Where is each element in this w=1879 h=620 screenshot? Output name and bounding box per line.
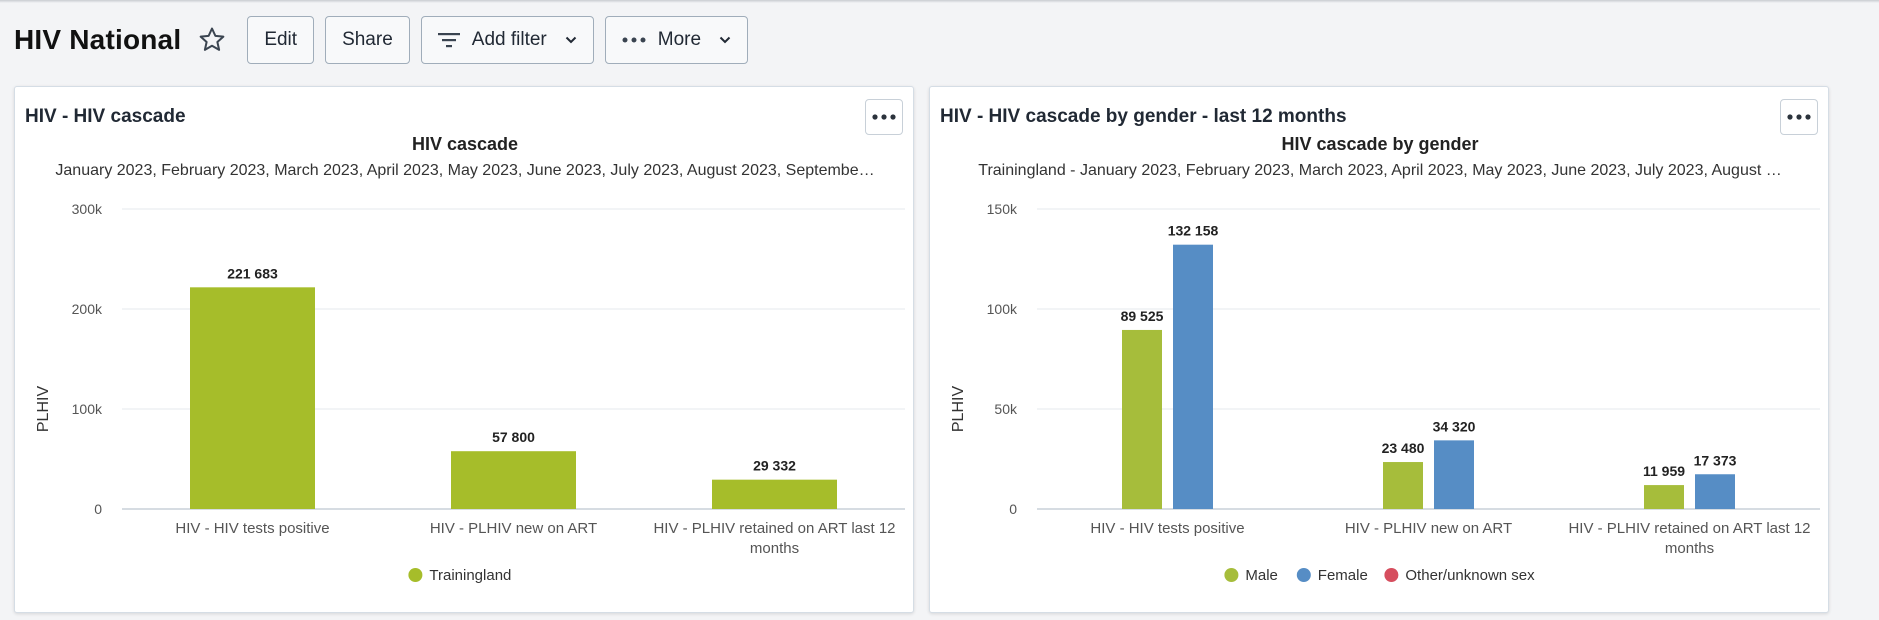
- y-tick-label: 0: [94, 501, 102, 517]
- more-dots-icon: [1787, 114, 1811, 120]
- bar: [1434, 440, 1474, 509]
- star-icon: [199, 27, 225, 51]
- legend-entry: Female: [1318, 567, 1368, 584]
- star-button[interactable]: [195, 23, 229, 57]
- y-axis-label: PLHIV: [950, 386, 967, 433]
- y-tick-label: 100k: [72, 401, 103, 417]
- data-label: 23 480: [1382, 440, 1425, 456]
- more-label: More: [657, 29, 702, 50]
- data-label: 132 158: [1168, 223, 1219, 239]
- chevron-down-icon: [719, 36, 731, 44]
- dashboard-header: HIV National Edit Share Add filter More: [14, 16, 759, 64]
- chart-hiv-cascade-by-gender: HIV cascade by gender Trainingland - Janu…: [950, 137, 1820, 584]
- y-tick-label: 50k: [994, 401, 1018, 417]
- x-tick-label: HIV - PLHIV retained on ART last 12: [653, 520, 895, 537]
- y-tick-label: 100k: [987, 301, 1018, 317]
- data-label: 89 525: [1121, 308, 1164, 324]
- bar: [190, 287, 315, 509]
- more-dots-icon: [622, 37, 646, 43]
- bar: [1173, 244, 1213, 509]
- chevron-down-icon: [565, 36, 577, 44]
- legend-marker: [1224, 568, 1239, 582]
- legend-marker: [1296, 568, 1311, 582]
- data-label: 221 683: [227, 265, 278, 281]
- x-tick-label: HIV - HIV tests positive: [175, 520, 329, 537]
- legend-entry: Trainingland: [429, 567, 511, 584]
- share-label: Share: [342, 29, 393, 50]
- filter-icon: [437, 32, 460, 48]
- y-tick-label: 300k: [72, 201, 103, 217]
- edit-button[interactable]: Edit: [247, 16, 315, 64]
- bar: [1695, 474, 1735, 509]
- bar: [1383, 462, 1423, 509]
- data-label: 17 373: [1694, 452, 1737, 468]
- y-tick-label: 150k: [987, 201, 1018, 217]
- card-menu-button[interactable]: [865, 99, 903, 135]
- dashboard-title: HIV National: [14, 24, 182, 55]
- card-title: HIV - HIV cascade by gender - last 12 mo…: [940, 106, 1347, 127]
- chart-title: HIV cascade by gender: [1281, 137, 1478, 154]
- data-label: 11 959: [1643, 463, 1685, 479]
- share-button[interactable]: Share: [325, 16, 410, 64]
- legend-marker: [1384, 568, 1399, 582]
- data-label: 34 320: [1433, 418, 1476, 434]
- legend-entry: Male: [1245, 567, 1278, 584]
- y-axis-label: PLHIV: [35, 386, 52, 433]
- edit-label: Edit: [264, 29, 298, 50]
- more-button[interactable]: More: [604, 16, 749, 64]
- x-tick-label: HIV - HIV tests positive: [1090, 520, 1244, 537]
- bar: [1644, 485, 1684, 509]
- bar: [712, 479, 837, 509]
- card-menu-button[interactable]: [1780, 99, 1818, 135]
- bar: [451, 451, 576, 509]
- add-filter-label: Add filter: [471, 29, 547, 50]
- bar: [1122, 329, 1162, 509]
- more-dots-icon: [872, 114, 896, 120]
- y-tick-label: 200k: [72, 301, 103, 317]
- chart-subtitle: Trainingland - January 2023, February 20…: [978, 162, 1781, 179]
- x-tick-label: HIV - PLHIV retained on ART last 12: [1568, 520, 1810, 537]
- chart-hiv-cascade: HIV cascade January 2023, February 2023, …: [35, 137, 905, 584]
- x-tick-label: HIV - PLHIV new on ART: [1345, 520, 1512, 537]
- card-title: HIV - HIV cascade: [25, 106, 186, 127]
- x-tick-label: months: [750, 540, 799, 557]
- legend-entry: Other/unknown sex: [1405, 567, 1535, 584]
- data-label: 29 332: [753, 458, 796, 474]
- dashboard-item-hiv-cascade-by-gender: HIV - HIV cascade by gender - last 12 mo…: [929, 86, 1829, 613]
- chart-title: HIV cascade: [412, 137, 518, 154]
- y-tick-label: 0: [1009, 501, 1017, 517]
- add-filter-button[interactable]: Add filter: [420, 16, 594, 64]
- top-shadow: [0, 0, 1879, 3]
- dashboard-item-hiv-cascade: HIV - HIV cascade HIV cascade January 202…: [14, 86, 914, 613]
- x-tick-label: HIV - PLHIV new on ART: [430, 520, 597, 537]
- data-label: 57 800: [492, 429, 535, 445]
- x-tick-label: months: [1665, 540, 1714, 557]
- legend-marker: [408, 568, 423, 582]
- chart-subtitle: January 2023, February 2023, March 2023,…: [55, 162, 874, 179]
